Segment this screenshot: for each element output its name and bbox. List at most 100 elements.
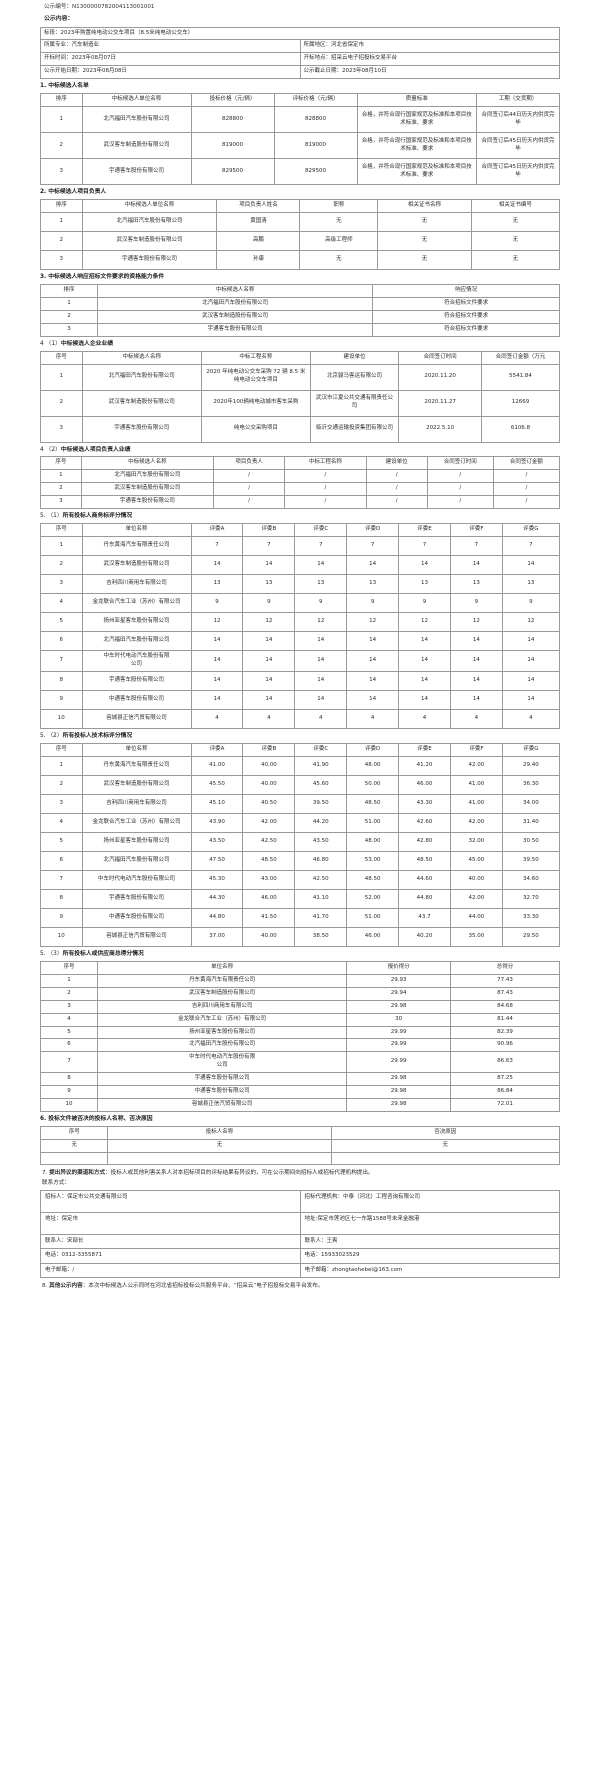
table-cell: 10 — [40, 926, 83, 947]
project-info-cell: 公示截止日期：2023年08月10日 — [299, 65, 560, 80]
total-score-table: 序号 单位名称 报价得分 总得分 1 丹东黄海汽车有限责任公司 29.93 77.43 2 武汉客… — [39, 960, 561, 1113]
table-cell: 14 — [242, 650, 296, 673]
table-cell: 14 — [294, 631, 348, 652]
table-cell: 7 — [40, 869, 83, 890]
column-header: 建设单位 — [365, 456, 428, 471]
table-cell: 9 — [242, 593, 296, 614]
table-cell: 4 — [190, 709, 244, 730]
table-cell: 819000 — [273, 132, 358, 160]
table-cell: 武汉客车制造股份有限公司 — [97, 986, 348, 1001]
table-cell: 51.00 — [346, 812, 400, 833]
table-header-row: 序号 单位名称 评委A 评委B 评委C 评委D 评委E 评委F 评委G — [40, 742, 561, 757]
column-header: 评委B — [242, 523, 296, 538]
table-cell: 10 — [39, 1098, 99, 1113]
table-row: 2 武汉客车制造股份有限公司 符合招标文件要求 — [39, 309, 560, 324]
table-cell: 29.98 — [346, 1072, 451, 1087]
table-row: 1 北汽福田汽车股份有限公司 828800 828800 合格，并符合现行国家规范及标准… — [40, 106, 561, 134]
agency-address: 地址:保定市莲池区七一东路1588号未来金融港 — [299, 1212, 560, 1236]
column-header: 中标候选人单位名称 — [81, 93, 192, 108]
table-cell: 77.43 — [449, 973, 561, 988]
table-row: 6 北汽福田汽车股份有限公司 29.99 90.96 — [39, 1038, 561, 1053]
table-cell: 29.99 — [346, 1025, 451, 1040]
column-header: 相关证书编号 — [470, 199, 561, 214]
table-cell: 3 — [40, 495, 82, 510]
table-cell: 北汽福田汽车股份有限公司 — [80, 469, 214, 484]
table-cell: 武汉客车制造股份有限公司 — [97, 309, 374, 324]
table-cell: 无 — [107, 1139, 332, 1154]
table-cell: 武汉客车制造股份有限公司 — [81, 774, 192, 795]
column-header: 中标候选人单位名称 — [81, 199, 218, 214]
table-row: 2 武汉客车制造股份有限公司 14 14 14 14 14 14 14 — [40, 555, 561, 576]
enterprise-performance-table: 序号 中标候选人名称 中标工程名称 建设单位 合同签订时间 合同签订金额（万元 1 北汽福田汽… — [40, 350, 560, 443]
project-info-cell: 开标地点：招采云电子招投标交易平台 — [299, 52, 560, 67]
table-cell: 48.50 — [346, 869, 400, 890]
table-cell: 5 — [39, 1025, 99, 1040]
table-row: 7 中车时代电动汽车股份有限 公司 29.99 86.63 — [39, 1051, 561, 1074]
table-cell: 14 — [294, 690, 348, 711]
table-cell: 30.50 — [501, 831, 561, 852]
table-cell: 中通客车股份有限公司 — [97, 1085, 348, 1100]
column-header: 工期（交货期） — [475, 93, 561, 108]
column-header: 序号 — [39, 1126, 109, 1141]
table-cell: 宇通客车股份有限公司 — [81, 250, 218, 271]
commercial-score-table: 序号 单位名称 评委A 评委B 评委C 评委D 评委E 评委F 评委G 1 丹东黄海汽车有限责任公司… — [40, 523, 561, 730]
table-cell: 51.00 — [346, 907, 400, 928]
table-cell: 12 — [346, 612, 400, 633]
table-cell: 44.30 — [190, 888, 244, 909]
table-cell: 北汽福田汽车股份有限公司 — [81, 363, 202, 391]
table-cell: 41.00 — [190, 755, 244, 776]
table-cell: 14 — [398, 555, 451, 576]
table-cell: 4 — [294, 709, 348, 730]
table-cell: 12 — [242, 612, 296, 633]
notice-number-label: 公示编号： — [44, 4, 72, 10]
table-cell: 45.10 — [190, 793, 244, 814]
table-cell: 13 — [294, 574, 348, 595]
table-cell: 29.94 — [346, 986, 451, 1001]
table-cell: 扬州亚星客车股份有限公司 — [81, 831, 192, 852]
table-cell: 6 — [40, 850, 83, 871]
column-header: 序号 — [39, 960, 99, 975]
table-header-row: 序号 单位名称 评委A 评委B 评委C 评委D 评委E 评委F 评委G — [40, 523, 561, 538]
table-row: 2 武汉客车制造股份有限公司 2020年100辆纯电动城市客车采购 武汉市江夏公共交通… — [40, 389, 560, 417]
table-cell: 2 — [40, 482, 82, 497]
table-cell: 41.00 — [449, 793, 503, 814]
table-cell: 40.00 — [242, 755, 296, 776]
table-cell: 4 — [39, 1012, 99, 1027]
table-cell: 829500 — [190, 158, 275, 186]
project-info-row: 所属专业：汽车制造业 所属地区：河北省保定市 — [40, 39, 560, 54]
table-cell: 34.00 — [501, 793, 561, 814]
section-7-number: 7. — [42, 1170, 50, 1177]
table-row: 4 金龙联合汽车工业（苏州）有限公司 30 81.44 — [39, 1012, 561, 1027]
project-info-cell: 公示开始日期：2023年08月08日 — [40, 65, 301, 80]
table-cell: 12 — [449, 612, 503, 633]
column-header: 中标候选人名称 — [81, 350, 202, 365]
contact-row-address: 地址：保定市 地址:保定市莲池区七一东路1588号未来金融港 — [40, 1212, 560, 1236]
table-cell: / — [492, 495, 561, 510]
table-row: 8 宇通客车股份有限公司 29.98 87.25 — [39, 1072, 561, 1087]
section-5-3-number: 5. （3） — [40, 950, 63, 957]
table-cell: 42.50 — [242, 831, 296, 852]
table-cell: 29.50 — [501, 926, 561, 947]
table-cell: 14 — [294, 555, 348, 576]
table-header-row: 序号 单位名称 报价得分 总得分 — [39, 960, 561, 975]
table-cell: 34.60 — [501, 869, 561, 890]
contact-row-email: 电子邮箱：/ 电子邮箱：zhongtaohebei@163.com — [40, 1262, 560, 1279]
table-cell: 1 — [40, 536, 83, 557]
table-cell: 高鹏 — [216, 231, 301, 252]
table-cell: / — [426, 495, 494, 510]
table-cell: 1 — [40, 212, 83, 233]
table-row: 6 北汽福田汽车股份有限公司 47.50 48.50 46.80 53.00 48.50 45… — [40, 850, 561, 871]
section-5-1-number: 5. （1） — [40, 513, 63, 520]
project-info-cell: 所属专业：汽车制造业 — [40, 39, 301, 54]
section-1-title: 1. 中标候选人名单 — [40, 83, 89, 90]
table-cell: 40.50 — [242, 793, 296, 814]
column-header: 单位名称 — [81, 742, 192, 757]
table-cell: 4 — [501, 709, 561, 730]
table-cell: 42.80 — [398, 831, 451, 852]
table-row: 5 扬州亚星客车股份有限公司 43.50 42.50 43.50 48.00 42.80 32… — [40, 831, 561, 852]
table-cell: 宇通客车股份有限公司 — [81, 415, 202, 443]
table-cell: 46.00 — [242, 888, 296, 909]
table-cell: 14 — [346, 690, 400, 711]
table-cell: 2022.5.10 — [398, 415, 483, 443]
table-cell: 46.00 — [398, 774, 451, 795]
